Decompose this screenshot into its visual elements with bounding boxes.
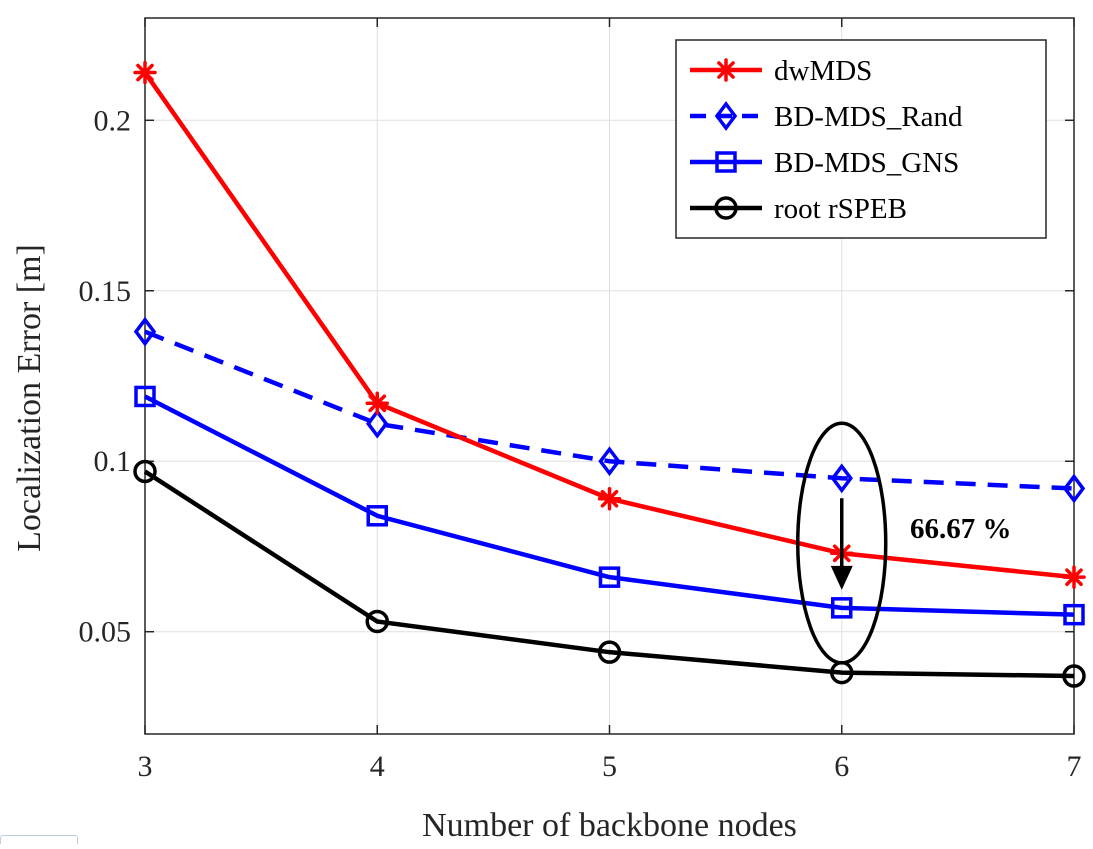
legend-label-bd-mds-rand: BD-MDS_Rand [774,101,963,133]
legend-marker-dwmds [714,58,738,82]
legend-label-dwmds: dwMDS [774,55,872,87]
data-point-bd-mds-rand [830,463,853,494]
legend-entry-bd-mds-gns: BD-MDS_GNS [690,147,959,179]
highlight-ellipse [796,421,888,665]
x-tick-label: 3 [138,750,153,783]
legend-marker-bd-mds-gns [715,151,737,173]
series-line-root-rspeb [143,469,1075,679]
y-tick-label: 0.15 [79,275,132,308]
data-point-bd-mds-gns [831,597,853,619]
annotation-layer: 66.67 % [796,421,1012,665]
data-point-bd-mds-gns [598,566,621,588]
axes-layer: 3 4 5 6 7 0.05 0.1 0.15 0.2 [79,17,1082,783]
series-line-bd-mds-gns [143,394,1075,617]
data-point-bd-mds-gns [366,505,388,527]
arrow-head [830,565,853,590]
legend-entry-root-rspeb: root rSPEB [690,193,907,225]
y-axis-label: Localization Error [m] [11,244,48,552]
data-point-dwmds [133,60,157,85]
legend-label-bd-mds-gns: BD-MDS_GNS [774,147,959,179]
data-point-bd-mds-gns [1063,603,1085,626]
legend-box [675,39,1047,239]
legend-label-root-rspeb: root rSPEB [774,193,907,225]
figure-tab [0,835,78,844]
data-point-root-rspeb [365,609,389,634]
y-tick-label: 0.1 [94,445,132,478]
data-point-root-rspeb [133,459,157,484]
x-tick-label: 6 [834,750,849,783]
x-tick-label: 4 [370,750,385,783]
series-layer [133,60,1086,688]
data-point-bd-mds-rand [133,316,157,347]
series-line-bd-mds-rand [144,329,1075,491]
data-point-root-rspeb [1062,664,1086,688]
data-point-dwmds [1062,565,1086,589]
y-tick-label: 0.05 [79,616,132,649]
legend-entry-dwmds: dwMDS [690,55,872,87]
data-point-dwmds [365,391,389,416]
y-tick-label: 0.2 [94,104,132,137]
data-point-bd-mds-rand [598,446,621,477]
legend-marker-root-rspeb [714,196,738,220]
data-point-bd-mds-rand [366,408,389,439]
x-tick-label: 7 [1067,750,1082,783]
data-point-dwmds [597,486,622,511]
x-tick-label: 5 [602,750,617,783]
data-point-bd-mds-gns [134,385,156,408]
asterisk-stroke [1065,568,1083,586]
reduction-annotation: 66.67 % [910,513,1012,545]
asterisk-stroke [368,394,387,413]
legend-marker-bd-mds-rand [714,101,738,131]
data-point-bd-mds-rand [1062,473,1086,504]
asterisk-stroke [600,489,619,508]
asterisk-stroke [136,63,154,82]
asterisk-stroke [717,61,735,79]
x-axis-label: Number of backbone nodes [422,807,797,844]
data-point-root-rspeb [597,640,622,664]
legend-entry-bd-mds-rand: BD-MDS_Rand [690,101,963,133]
